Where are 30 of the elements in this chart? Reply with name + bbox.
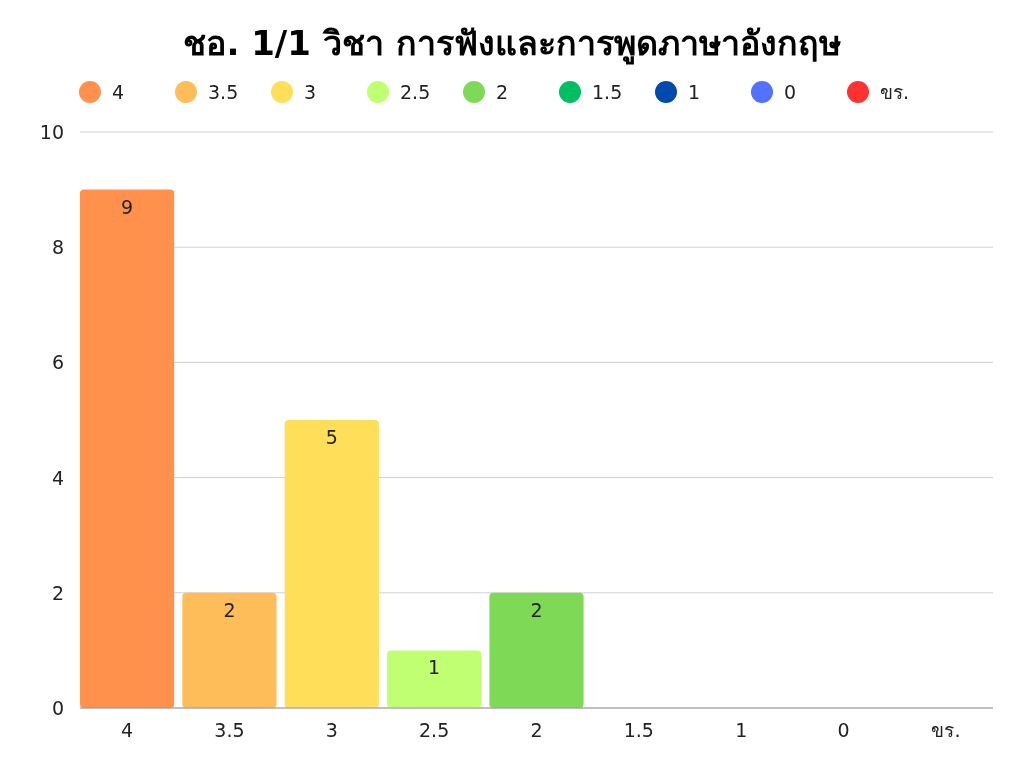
legend-label: 2.5 bbox=[400, 81, 431, 103]
data-label: 5 bbox=[325, 426, 338, 448]
y-tick-label: 4 bbox=[51, 466, 64, 489]
x-tick-label: 3.5 bbox=[214, 719, 245, 741]
y-tick-label: 10 bbox=[39, 121, 64, 143]
x-tick-label: 4 bbox=[121, 719, 134, 741]
x-tick-label: ขร. bbox=[931, 719, 961, 741]
x-tick-label: 3 bbox=[325, 719, 338, 741]
data-label: 9 bbox=[121, 195, 134, 218]
chart-title: ชอ. 1/1 วิชา การฟังและการพูดภาษาอังกฤษ bbox=[183, 23, 841, 65]
x-tick-label: 2.5 bbox=[419, 719, 450, 741]
data-label: 1 bbox=[428, 656, 441, 679]
legend-label: 3.5 bbox=[208, 81, 239, 103]
y-tick-label: 6 bbox=[51, 351, 64, 374]
x-tick-label: 0 bbox=[837, 719, 850, 741]
legend-label: 1.5 bbox=[592, 81, 623, 103]
x-tick-label: 1 bbox=[735, 719, 748, 741]
legend-label: 4 bbox=[112, 81, 125, 103]
legend-label: 1 bbox=[688, 81, 701, 103]
legend-label: 3 bbox=[304, 81, 317, 103]
y-tick-label: 0 bbox=[51, 697, 64, 719]
x-tick-label: 1.5 bbox=[623, 719, 654, 741]
y-tick-label: 8 bbox=[51, 236, 64, 259]
x-tick-label: 2 bbox=[530, 719, 543, 741]
y-tick-label: 2 bbox=[51, 581, 64, 604]
data-label: 2 bbox=[223, 598, 236, 621]
data-label: 2 bbox=[530, 598, 543, 621]
legend-label: ขร. bbox=[880, 81, 910, 103]
legend-label: 0 bbox=[784, 81, 797, 103]
legend-label: 2 bbox=[496, 81, 509, 103]
